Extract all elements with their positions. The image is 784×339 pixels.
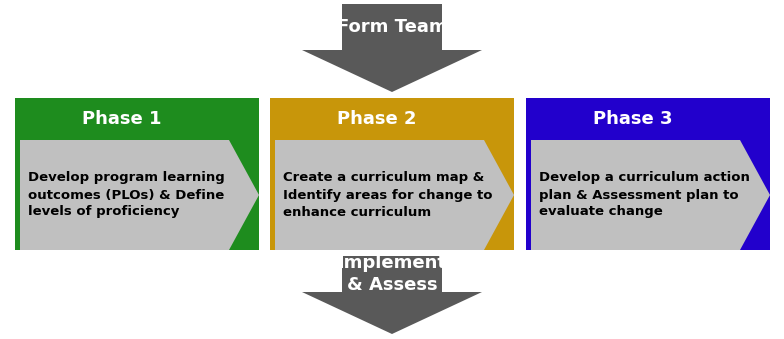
Polygon shape — [15, 98, 259, 140]
Polygon shape — [342, 256, 442, 292]
Text: Implement
& Assess: Implement & Assess — [337, 254, 447, 294]
Text: Create a curriculum map &
Identify areas for change to
enhance curriculum: Create a curriculum map & Identify areas… — [283, 172, 492, 219]
Text: Develop a curriculum action
plan & Assessment plan to
evaluate change: Develop a curriculum action plan & Asses… — [539, 172, 750, 219]
Bar — [270, 98, 514, 250]
Text: Phase 3: Phase 3 — [593, 110, 673, 128]
Polygon shape — [526, 98, 770, 140]
Polygon shape — [270, 98, 514, 140]
Text: Phase 1: Phase 1 — [82, 110, 162, 128]
Text: Develop program learning
outcomes (PLOs) & Define
levels of proficiency: Develop program learning outcomes (PLOs)… — [28, 172, 225, 219]
Polygon shape — [531, 140, 770, 250]
Bar — [15, 98, 259, 250]
Text: Phase 2: Phase 2 — [337, 110, 417, 128]
Polygon shape — [302, 292, 482, 334]
Polygon shape — [20, 140, 259, 250]
Polygon shape — [302, 50, 482, 92]
Polygon shape — [275, 140, 514, 250]
Text: Form Team: Form Team — [336, 18, 448, 36]
Bar — [526, 98, 770, 250]
Polygon shape — [342, 4, 442, 50]
